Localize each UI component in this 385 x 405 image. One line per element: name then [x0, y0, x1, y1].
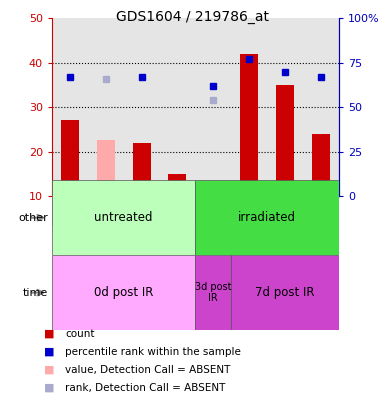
Bar	[240, 54, 258, 196]
Text: GSM93961: GSM93961	[65, 199, 75, 252]
Bar	[159, 18, 196, 196]
Text: rank, Detection Call = ABSENT: rank, Detection Call = ABSENT	[65, 383, 226, 392]
Text: GDS1604 / 219786_at: GDS1604 / 219786_at	[116, 10, 269, 24]
Bar	[303, 196, 339, 226]
Bar	[195, 18, 231, 196]
Text: value, Detection Call = ABSENT: value, Detection Call = ABSENT	[65, 365, 231, 375]
Text: time: time	[23, 288, 48, 298]
Text: ■: ■	[44, 347, 55, 357]
Text: 0d post IR: 0d post IR	[94, 286, 153, 299]
Bar	[303, 18, 339, 196]
Text: GSM93968: GSM93968	[137, 199, 147, 252]
Text: GSM93969: GSM93969	[172, 199, 182, 252]
Bar	[61, 120, 79, 196]
Text: 3d post
IR: 3d post IR	[195, 281, 231, 303]
Text: GSM93962: GSM93962	[101, 199, 111, 252]
Bar	[231, 196, 267, 226]
Text: GSM93958: GSM93958	[244, 199, 254, 252]
Text: other: other	[18, 213, 48, 223]
Bar	[312, 134, 330, 196]
Bar	[169, 174, 186, 196]
Bar	[52, 196, 88, 226]
Text: ■: ■	[44, 365, 55, 375]
Bar	[133, 143, 151, 196]
Text: ■: ■	[44, 329, 55, 339]
Bar	[204, 196, 222, 236]
Text: GSM93967: GSM93967	[316, 199, 326, 252]
Bar	[52, 180, 195, 255]
Text: GSM93964: GSM93964	[280, 199, 290, 252]
Bar	[195, 255, 231, 330]
Text: GSM93973: GSM93973	[208, 199, 218, 252]
Bar	[88, 18, 124, 196]
Bar	[97, 141, 115, 196]
Text: count: count	[65, 329, 95, 339]
Text: percentile rank within the sample: percentile rank within the sample	[65, 347, 241, 357]
Text: 7d post IR: 7d post IR	[255, 286, 315, 299]
Bar	[159, 196, 196, 226]
Bar	[231, 255, 339, 330]
Bar	[88, 196, 124, 226]
Bar	[276, 85, 294, 196]
Text: untreated: untreated	[94, 211, 153, 224]
Bar	[124, 196, 159, 226]
Text: irradiated: irradiated	[238, 211, 296, 224]
Bar	[267, 196, 303, 226]
Bar	[195, 196, 231, 226]
Text: ■: ■	[44, 383, 55, 392]
Bar	[52, 18, 88, 196]
Bar	[267, 18, 303, 196]
Bar	[195, 180, 339, 255]
Bar	[52, 255, 195, 330]
Bar	[124, 18, 159, 196]
Bar	[231, 18, 267, 196]
